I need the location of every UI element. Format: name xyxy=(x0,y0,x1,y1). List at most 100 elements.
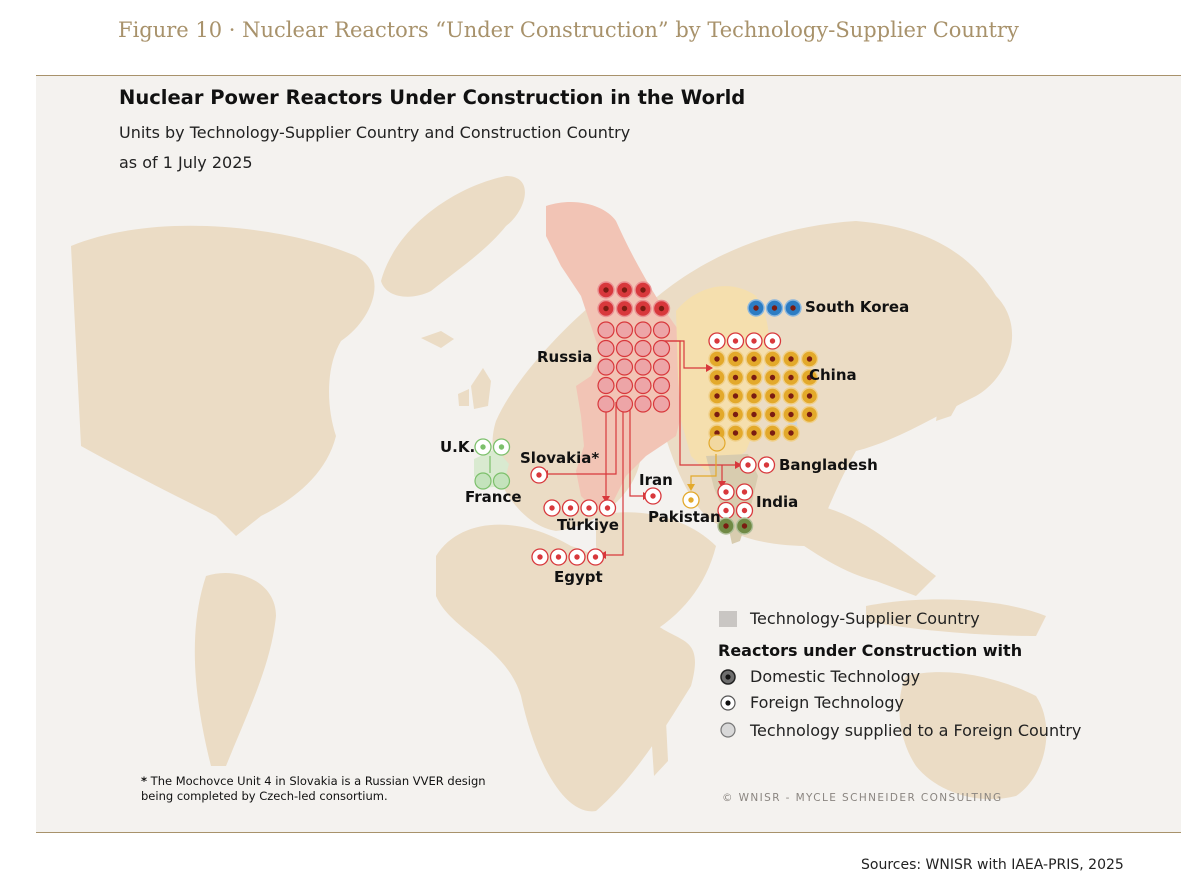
egypt-foreign-reactor-core xyxy=(574,554,580,560)
china-foreign-reactor xyxy=(726,332,745,350)
south-korea-domestic-reactor-core xyxy=(771,305,778,311)
legend-supplier-label: Technology-Supplier Country xyxy=(750,609,980,628)
copyright: © WNISR - MYCLE SCHNEIDER CONSULTING xyxy=(722,792,1003,804)
china-foreign-reactor-core xyxy=(769,338,776,344)
russia-supplied-reactor-ring xyxy=(597,321,615,339)
china-domestic-reactor-core xyxy=(806,393,813,399)
france-supplied-reactor xyxy=(492,472,511,490)
china-domestic-reactor-core xyxy=(788,393,794,399)
madagascar-landmass xyxy=(651,721,668,776)
china-domestic-reactor xyxy=(745,368,763,387)
russia-region xyxy=(546,201,691,511)
china-domestic-reactor xyxy=(726,350,745,368)
china-domestic-reactor-core xyxy=(714,374,720,381)
footnote-line-2: being completed by Czech-led consortium. xyxy=(141,789,388,803)
china-domestic-reactor xyxy=(800,350,819,368)
russia-supplied-reactor xyxy=(634,395,652,413)
legend-symbols xyxy=(720,669,736,738)
russia-supplied-reactor xyxy=(597,321,615,339)
footnote: * The Mochovce Unit 4 in Slovakia is a R… xyxy=(141,774,486,804)
label-india: India xyxy=(756,493,799,511)
china-domestic-reactor-core xyxy=(751,374,757,381)
egypt-foreign-reactor xyxy=(568,548,586,566)
china-domestic-reactor xyxy=(745,387,763,405)
france-supplied-reactor-ring xyxy=(474,472,492,490)
russia-supplied-reactor-ring xyxy=(634,358,652,376)
china-domestic-reactor-core xyxy=(714,430,720,436)
russia-supplied-reactor-ring xyxy=(652,321,671,339)
china-domestic-reactor xyxy=(800,387,819,405)
label-egypt: Egypt xyxy=(554,568,603,586)
china-domestic-reactor xyxy=(782,424,800,442)
china-domestic-reactor xyxy=(800,368,819,387)
middle-east-landmass xyxy=(596,512,716,636)
china-domestic-reactor xyxy=(708,350,726,368)
russia-supplied-reactor-ring xyxy=(615,395,634,413)
china-domestic-reactor-core xyxy=(788,356,794,362)
turkiye-foreign-reactor xyxy=(580,499,598,517)
china-domestic-reactor-core xyxy=(806,374,813,381)
russia-supplied-reactor-ring xyxy=(615,376,634,395)
label-slovakia: Slovakia* xyxy=(520,449,600,467)
russia-supplied-reactor xyxy=(597,339,615,358)
egypt-foreign-reactor-core xyxy=(537,554,543,560)
russia-slovakia-connector xyxy=(548,402,617,475)
india-foreign-reactor-core xyxy=(741,489,748,495)
china-domestic-reactor xyxy=(726,405,745,424)
south-korea-domestic-reactor-core xyxy=(790,305,796,311)
south-korea-domestic-reactor xyxy=(747,299,765,317)
china-domestic-reactor-core xyxy=(806,356,813,362)
china-supplied-reactor xyxy=(708,434,726,452)
legend-supplied-label: Technology supplied to a Foreign Country xyxy=(750,721,1082,740)
china-domestic-reactor-core xyxy=(732,393,739,399)
southeast-asia-landmass xyxy=(776,503,936,596)
china-domestic-reactor xyxy=(782,405,800,424)
label-russia: Russia xyxy=(537,348,593,366)
russia-supplied-reactor xyxy=(615,321,634,339)
pakistan-foreign-reactor-core xyxy=(688,497,694,503)
china-domestic-reactor xyxy=(745,350,763,368)
north-america-landmass xyxy=(71,225,375,536)
label-pakistan: Pakistan xyxy=(648,508,721,526)
russia-supplied-reactor xyxy=(652,339,671,358)
china-foreign-reactor-core xyxy=(732,338,739,344)
china-domestic-reactor xyxy=(726,387,745,405)
arrowhead xyxy=(706,364,713,372)
china-foreign-reactor xyxy=(708,332,726,350)
india-domestic-reactor-core xyxy=(741,523,748,529)
china-domestic-reactor xyxy=(726,368,745,387)
turkiye-foreign-reactor xyxy=(598,499,617,517)
legend-heading: Reactors under Construction with xyxy=(718,641,1023,660)
china-domestic-reactor xyxy=(708,387,726,405)
russia-supplied-reactor-ring xyxy=(634,376,652,395)
russia-supplied-reactor xyxy=(597,376,615,395)
russia-supplied-reactor-ring xyxy=(652,376,671,395)
russia-supplied-reactor xyxy=(615,376,634,395)
russia-supplied-reactor xyxy=(652,358,671,376)
indonesia-landmass xyxy=(866,599,1046,636)
iran-foreign-reactor xyxy=(644,487,662,505)
south-america-landmass xyxy=(194,572,276,766)
egypt-foreign-reactor-core xyxy=(592,554,599,560)
label-south-korea: South Korea xyxy=(805,298,910,316)
russia-supplied-reactor-ring xyxy=(597,376,615,395)
india-foreign-reactor xyxy=(717,501,735,520)
egypt-foreign-reactor-core xyxy=(555,554,562,560)
label-france: France xyxy=(465,488,522,506)
map-title: Nuclear Power Reactors Under Constructio… xyxy=(119,86,746,109)
south-korea-domestic-reactor-core xyxy=(753,305,759,311)
russia-domestic-reactor xyxy=(615,281,634,299)
map-panel: Nuclear Power Reactors Under Constructio… xyxy=(36,75,1181,833)
russia-domestic-reactor xyxy=(634,281,652,299)
russia-supplied-reactor-ring xyxy=(597,395,615,413)
india-foreign-reactor-core xyxy=(723,507,729,514)
world-map xyxy=(71,176,1047,812)
china-domestic-reactor-core xyxy=(769,374,776,381)
india-foreign-reactor-core xyxy=(741,507,748,514)
bangladesh-foreign-reactor-core xyxy=(763,462,770,468)
china-domestic-reactor xyxy=(782,387,800,405)
france-supplied-reactor-ring xyxy=(492,472,511,490)
china-domestic-reactor xyxy=(763,405,782,424)
russia-supplied-reactor-ring xyxy=(634,339,652,358)
turkiye-foreign-reactor-core xyxy=(567,505,574,511)
